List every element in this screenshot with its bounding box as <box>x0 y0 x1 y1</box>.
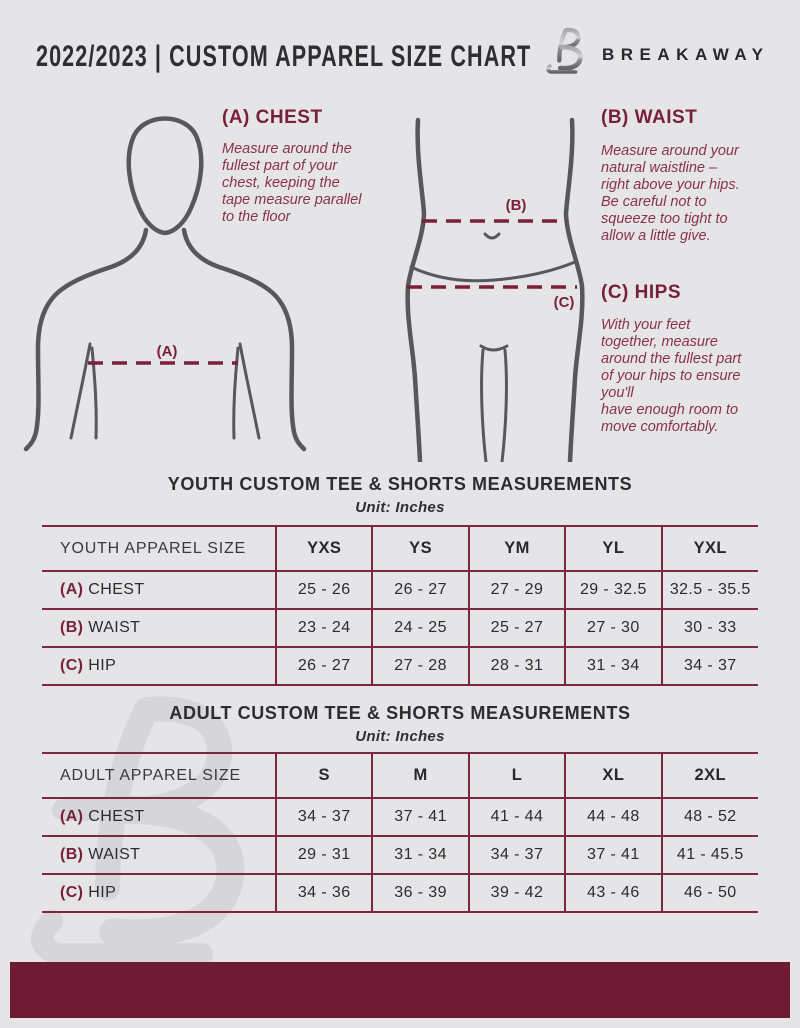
waist-heading: (B) WAIST <box>601 107 698 128</box>
chest-instructions: Measure around the fullest part of your … <box>222 141 362 225</box>
youth-waist-row: (B) WAIST 23 - 24 24 - 25 25 - 27 27 - 3… <box>42 608 758 648</box>
footer-band <box>10 962 790 1018</box>
youth-col-yxs: YXS <box>274 525 373 572</box>
adult-col-xl: XL <box>564 752 662 799</box>
row-prefix: (C) <box>60 657 84 674</box>
youth-header-row: YOUTH APPAREL SIZE YXS YS YM YL YXL <box>42 525 758 572</box>
lower-body-silhouette: (B) (C) <box>405 117 585 462</box>
row-label: WAIST <box>88 846 141 863</box>
adult-table-title: ADULT CUSTOM TEE & SHORTS MEASUREMENTS <box>169 703 631 723</box>
youth-size-header: YOUTH APPAREL SIZE <box>42 525 276 572</box>
adult-chest-row: (A) CHEST 34 - 37 37 - 41 41 - 44 44 - 4… <box>42 797 758 837</box>
page-title: 2022/2023 | CUSTOM APPAREL SIZE CHART <box>36 40 532 73</box>
cell: 31 - 34 <box>564 646 662 686</box>
row-prefix: (A) <box>60 808 84 825</box>
cell: 29 - 31 <box>274 835 373 875</box>
cell: 24 - 25 <box>371 608 469 648</box>
cell: 34 - 37 <box>467 835 566 875</box>
youth-size-table: YOUTH APPAREL SIZE YXS YS YM YL YXL (A) … <box>42 525 758 686</box>
adult-hip-row: (C) HIP 34 - 36 36 - 39 39 - 42 43 - 46 … <box>42 873 758 913</box>
cell: 37 - 41 <box>371 797 469 837</box>
youth-col-yl: YL <box>564 525 662 572</box>
adult-header-row: ADULT APPAREL SIZE S M L XL 2XL <box>42 752 758 799</box>
row-label: CHEST <box>88 808 145 825</box>
cell: 43 - 46 <box>564 873 662 913</box>
cell: 36 - 39 <box>371 873 469 913</box>
adult-col-s: S <box>274 752 373 799</box>
youth-chest-row: (A) CHEST 25 - 26 26 - 27 27 - 29 29 - 3… <box>42 570 758 610</box>
youth-hip-row: (C) HIP 26 - 27 27 - 28 28 - 31 31 - 34 … <box>42 646 758 686</box>
cell: 27 - 30 <box>564 608 662 648</box>
brand-name: BREAKAWAY <box>602 45 770 64</box>
adult-col-m: M <box>371 752 469 799</box>
youth-col-yxl: YXL <box>660 525 758 572</box>
cell: 34 - 37 <box>274 797 373 837</box>
row-prefix: (B) <box>60 846 84 863</box>
row-label: HIP <box>88 657 117 674</box>
waist-instructions: Measure around your natural waistline – … <box>601 143 740 244</box>
row-prefix: (C) <box>60 884 84 901</box>
row-prefix: (B) <box>60 619 84 636</box>
cell: 34 - 36 <box>274 873 373 913</box>
cell: 32.5 - 35.5 <box>660 570 758 610</box>
cell: 39 - 42 <box>467 873 566 913</box>
row-prefix: (A) <box>60 581 84 598</box>
cell: 29 - 32.5 <box>564 570 662 610</box>
cell: 23 - 24 <box>274 608 373 648</box>
waist-marker-label: (B) <box>506 197 527 214</box>
cell: 26 - 27 <box>371 570 469 610</box>
cell: 27 - 29 <box>467 570 566 610</box>
hips-heading: (C) HIPS <box>601 282 681 303</box>
youth-table-title: YOUTH CUSTOM TEE & SHORTS MEASUREMENTS <box>167 474 633 494</box>
cell: 37 - 41 <box>564 835 662 875</box>
cell: 30 - 33 <box>660 608 758 648</box>
cell: 26 - 27 <box>274 646 373 686</box>
hips-marker-label: (C) <box>554 294 575 311</box>
upper-body-silhouette: (A) <box>23 116 307 452</box>
youth-col-ys: YS <box>371 525 469 572</box>
cell: 48 - 52 <box>660 797 758 837</box>
adult-col-2xl: 2XL <box>660 752 758 799</box>
cell: 34 - 37 <box>660 646 758 686</box>
cell: 31 - 34 <box>371 835 469 875</box>
adult-col-l: L <box>467 752 566 799</box>
row-label: WAIST <box>88 619 141 636</box>
cell: 46 - 50 <box>660 873 758 913</box>
cell: 27 - 28 <box>371 646 469 686</box>
adult-size-table: ADULT APPAREL SIZE S M L XL 2XL (A) CHES… <box>42 752 758 913</box>
adult-waist-row: (B) WAIST 29 - 31 31 - 34 34 - 37 37 - 4… <box>42 835 758 875</box>
cell: 28 - 31 <box>467 646 566 686</box>
youth-col-ym: YM <box>467 525 566 572</box>
adult-size-header: ADULT APPAREL SIZE <box>42 752 276 799</box>
chest-heading: (A) CHEST <box>222 107 323 128</box>
cell: 25 - 26 <box>274 570 373 610</box>
cell: 44 - 48 <box>564 797 662 837</box>
row-label: CHEST <box>88 581 145 598</box>
breakaway-b-logo-icon <box>546 27 583 74</box>
youth-table-unit: Unit: Inches <box>355 499 445 516</box>
chest-marker-label: (A) <box>157 343 178 360</box>
cell: 41 - 44 <box>467 797 566 837</box>
row-label: HIP <box>88 884 117 901</box>
cell: 25 - 27 <box>467 608 566 648</box>
cell: 41 - 45.5 <box>660 835 758 875</box>
hips-instructions: With your feet together, measure around … <box>601 317 742 435</box>
adult-table-unit: Unit: Inches <box>355 728 445 745</box>
